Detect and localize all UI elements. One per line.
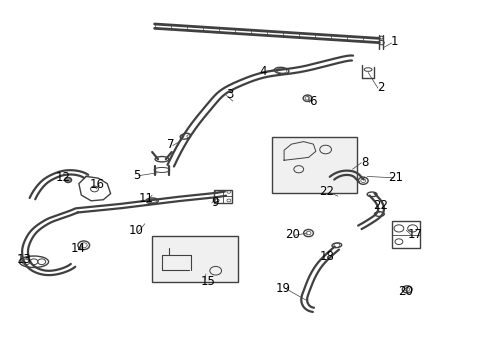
Text: 13: 13: [17, 253, 31, 266]
Text: 4: 4: [260, 65, 268, 78]
Text: 3: 3: [226, 88, 233, 101]
Text: 17: 17: [408, 228, 422, 241]
Bar: [214, 190, 232, 203]
Text: 14: 14: [71, 242, 85, 255]
Text: 6: 6: [309, 95, 316, 108]
Text: 1: 1: [390, 35, 398, 49]
Bar: [152, 235, 238, 282]
Circle shape: [65, 177, 72, 183]
Bar: [272, 137, 357, 193]
Text: 22: 22: [319, 185, 335, 198]
Text: 12: 12: [56, 171, 71, 184]
Text: 20: 20: [286, 228, 300, 241]
Text: 21: 21: [388, 171, 403, 184]
Text: 8: 8: [361, 156, 368, 169]
Text: 15: 15: [201, 275, 216, 288]
Bar: [392, 221, 420, 248]
Text: 20: 20: [398, 285, 413, 298]
Text: 18: 18: [319, 249, 335, 262]
Text: 2: 2: [377, 81, 385, 94]
Text: 10: 10: [129, 224, 144, 238]
Text: 9: 9: [211, 196, 219, 209]
Text: 5: 5: [133, 169, 140, 182]
Text: 22: 22: [373, 199, 389, 212]
Text: 16: 16: [90, 178, 105, 191]
Text: 11: 11: [139, 192, 154, 205]
Text: 19: 19: [275, 282, 291, 295]
Text: 7: 7: [167, 138, 174, 151]
